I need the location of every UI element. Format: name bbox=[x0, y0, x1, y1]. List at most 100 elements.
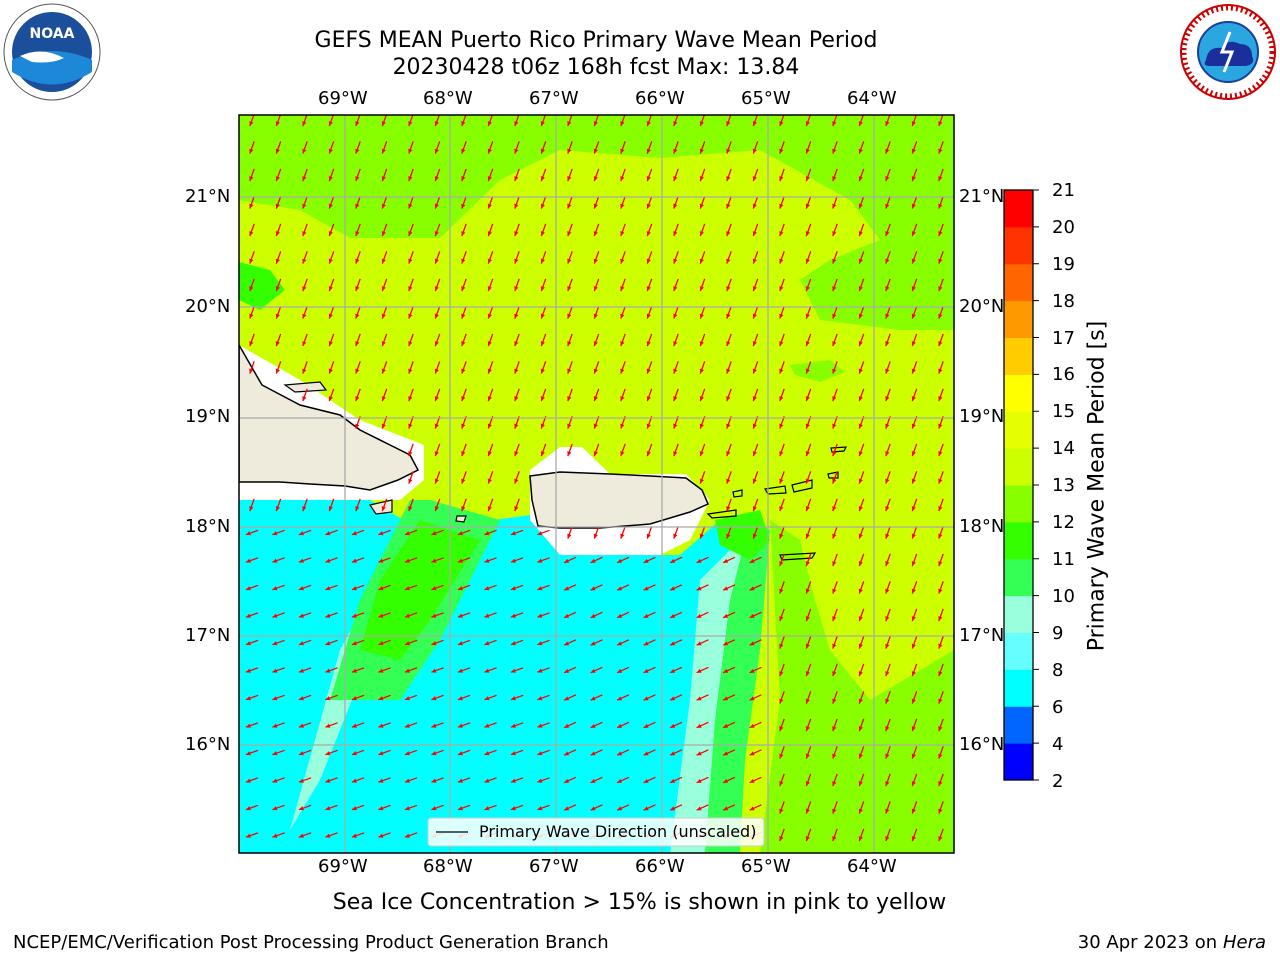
wave-arrow-head bbox=[617, 696, 623, 701]
wave-arrow-head bbox=[351, 558, 357, 563]
lat-label-right-18: 18°N bbox=[959, 516, 1005, 537]
wave-arrow-head bbox=[643, 751, 649, 756]
wave-arrow-head bbox=[726, 203, 731, 209]
wave-arrow-head bbox=[302, 286, 307, 292]
wave-arrow-head bbox=[673, 451, 678, 457]
wave-arrow-head bbox=[461, 396, 466, 402]
wave-arrow-head bbox=[699, 451, 704, 457]
wave-arrow-head bbox=[461, 121, 466, 127]
wave-arrow-head bbox=[779, 341, 784, 347]
wave-arrow-head bbox=[696, 613, 702, 618]
wave-arrow-head bbox=[911, 341, 916, 347]
wave-arrow-head bbox=[590, 696, 596, 701]
wave-arrow-head bbox=[457, 531, 463, 536]
wave-arrow-head bbox=[620, 396, 625, 402]
wave-arrow-head bbox=[832, 423, 837, 429]
wave-arrow-head bbox=[646, 231, 651, 237]
wave-arrow-head bbox=[378, 778, 384, 783]
colorbar-tick-15: 15 bbox=[1052, 401, 1075, 422]
wave-arrow-head bbox=[858, 836, 863, 842]
wave-field-patch-e bbox=[790, 360, 845, 382]
wave-arrow-head bbox=[275, 506, 280, 512]
wave-arrow-head bbox=[487, 203, 492, 209]
lon-label-bottom-68: 68°W bbox=[423, 856, 473, 877]
wave-arrow-head bbox=[805, 203, 810, 209]
wave-arrow-head bbox=[885, 313, 890, 319]
wave-arrow-head bbox=[272, 696, 278, 701]
colorbar-frame bbox=[1003, 189, 1034, 781]
wave-arrow-head bbox=[723, 668, 729, 673]
wave-arrow-head bbox=[805, 533, 810, 539]
wave-arrow-head bbox=[510, 668, 516, 673]
wave-arrow-head bbox=[805, 176, 810, 182]
wave-arrow-head bbox=[540, 423, 545, 429]
wave-arrow-head bbox=[275, 258, 280, 264]
wave-arrow-head bbox=[670, 613, 676, 618]
wave-arrow-head bbox=[832, 753, 837, 759]
wave-arrow-head bbox=[510, 751, 516, 756]
wave-arrow-head bbox=[487, 313, 492, 319]
wave-arrow-head bbox=[805, 341, 810, 347]
wave-arrow-head bbox=[858, 643, 863, 649]
wave-arrow-head bbox=[461, 506, 466, 512]
wave-arrow-head bbox=[298, 613, 304, 618]
wave-arrow-head bbox=[593, 286, 598, 292]
wave-arrow-head bbox=[726, 341, 731, 347]
wave-arrow-head bbox=[275, 286, 280, 292]
wave-arrow-head bbox=[355, 121, 360, 127]
wave-arrow-head bbox=[245, 613, 251, 618]
wave-arrow-head bbox=[593, 423, 598, 429]
wave-arrow-head bbox=[643, 723, 649, 728]
wave-arrow-head bbox=[355, 176, 360, 182]
wave-arrow-head bbox=[487, 341, 492, 347]
wave-arrow-head bbox=[620, 286, 625, 292]
wave-arrow-head bbox=[408, 286, 413, 292]
wave-arrow-head bbox=[514, 203, 519, 209]
wave-arrow-head bbox=[723, 586, 729, 591]
wave-arrow-head bbox=[378, 723, 384, 728]
legend-label: Primary Wave Direction (unscaled) bbox=[479, 822, 757, 841]
wave-arrow-head bbox=[699, 286, 704, 292]
wave-arrow-head bbox=[298, 751, 304, 756]
wave-arrow-head bbox=[699, 533, 704, 539]
wave-arrow-head bbox=[673, 313, 678, 319]
wave-arrow-head bbox=[302, 506, 307, 512]
wave-arrow-head bbox=[510, 696, 516, 701]
wave-arrow-head bbox=[245, 558, 251, 563]
wave-arrow-head bbox=[434, 176, 439, 182]
wave-arrow-head bbox=[355, 231, 360, 237]
wave-arrow-head bbox=[646, 148, 651, 154]
wave-arrow-head bbox=[567, 176, 572, 182]
wave-arrow-head bbox=[355, 313, 360, 319]
wave-arrow-head bbox=[938, 506, 943, 512]
wave-arrow-head bbox=[670, 586, 676, 591]
wave-arrow-head bbox=[832, 533, 837, 539]
wave-arrow-head bbox=[514, 176, 519, 182]
wave-arrow-head bbox=[752, 121, 757, 127]
wave-arrow-head bbox=[272, 723, 278, 728]
wave-arrow-head bbox=[567, 533, 572, 539]
wave-arrow-head bbox=[726, 396, 731, 402]
wave-arrow-head bbox=[434, 478, 439, 484]
wave-arrow-head bbox=[646, 313, 651, 319]
colorbar-segment bbox=[1004, 632, 1033, 670]
wave-arrow-head bbox=[381, 423, 386, 429]
wave-arrow-head bbox=[885, 506, 890, 512]
wave-arrow-head bbox=[272, 641, 278, 646]
wave-arrow-head bbox=[752, 423, 757, 429]
wave-arrow-head bbox=[537, 806, 543, 811]
wave-arrow-head bbox=[249, 506, 254, 512]
wave-arrow-head bbox=[749, 668, 755, 673]
wave-arrow-head bbox=[670, 778, 676, 783]
wave-arrow-head bbox=[457, 558, 463, 563]
wave-arrow-head bbox=[696, 751, 702, 756]
wave-arrow-head bbox=[487, 286, 492, 292]
noaa-logo: NOAA bbox=[3, 3, 101, 101]
wave-arrow-head bbox=[938, 203, 943, 209]
wave-arrow-head bbox=[832, 368, 837, 374]
wave-arrow-head bbox=[245, 778, 251, 783]
wave-arrow-head bbox=[457, 668, 463, 673]
wave-arrow-head bbox=[567, 451, 572, 457]
land-vieques bbox=[706, 509, 737, 519]
wave-arrow-head bbox=[434, 203, 439, 209]
